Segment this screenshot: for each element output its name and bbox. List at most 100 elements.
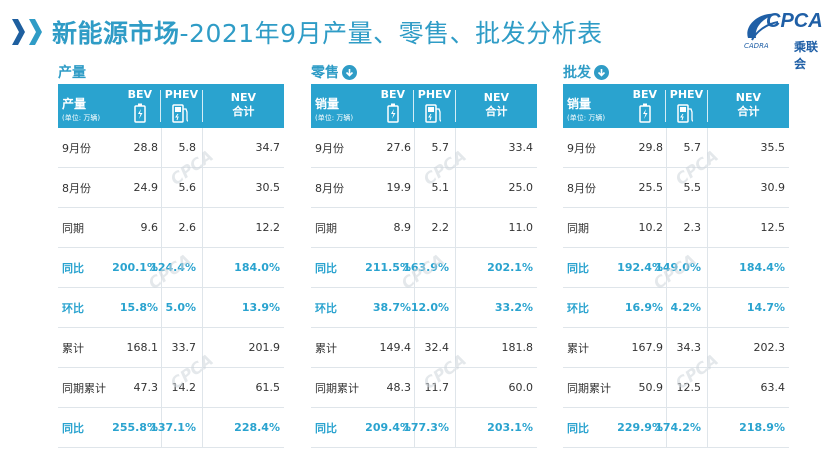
phev-value: 34.3 xyxy=(666,328,707,367)
table-row: 同比 192.4% 149.0% 184.4% xyxy=(563,248,789,288)
row-label: 9月份 xyxy=(315,141,344,155)
bev-value: 24.9 xyxy=(133,181,159,194)
header-divider xyxy=(706,90,708,122)
bev-value: 10.2 xyxy=(638,221,664,234)
nev-value: 202.1% xyxy=(455,248,537,287)
bev-value: 9.6 xyxy=(140,221,159,234)
row-label: 8月份 xyxy=(567,181,596,195)
panel-label: 批发 xyxy=(563,62,609,82)
nev-value: 60.0 xyxy=(455,368,537,407)
header-nev-line1: NEV xyxy=(483,91,509,104)
bev-value: 15.8% xyxy=(119,301,158,314)
nev-value: 218.9% xyxy=(707,408,789,447)
nev-value: 33.4 xyxy=(455,128,537,167)
row-label: 9月份 xyxy=(62,141,91,155)
logo-cn: 乘联会 xyxy=(794,40,819,71)
header-bev-label: BEV xyxy=(127,88,153,101)
battery-icon xyxy=(134,103,146,123)
table-row: 同期累计 48.3 11.7 60.0 xyxy=(311,368,537,408)
panel-label-text: 批发 xyxy=(563,65,591,81)
phev-value: 4.2% xyxy=(666,288,707,327)
table-row: 同比 200.1% 124.4% 184.0% xyxy=(58,248,284,288)
header-metric-name: 销量 xyxy=(315,97,340,111)
phev-value: 5.1 xyxy=(414,168,455,207)
header-nev-line2: 合计 xyxy=(232,105,255,118)
bev-value: 149.4 xyxy=(379,341,412,354)
phev-value: 5.5 xyxy=(666,168,707,207)
bev-value: 50.9 xyxy=(638,381,664,394)
row-label: 累计 xyxy=(62,341,84,355)
logo-small: CADRA xyxy=(744,42,769,50)
page-title: 新能源市场-2021年9月产量、零售、批发分析表 xyxy=(52,14,603,50)
bev-value: 25.5 xyxy=(638,181,664,194)
header-bev-label: BEV xyxy=(380,88,406,101)
row-label: 同比 xyxy=(567,421,589,435)
nev-value: 61.5 xyxy=(202,368,284,407)
header-metric: 产量 (单位: 万辆) xyxy=(58,84,119,128)
row-label: 同比 xyxy=(567,261,589,275)
header-metric: 销量 (单位: 万辆) xyxy=(563,84,624,128)
bev-value: 200.1% xyxy=(112,261,158,274)
header-nev-line2: 合计 xyxy=(737,105,760,118)
bev-value: 47.3 xyxy=(133,381,159,394)
row-label: 同期累计 xyxy=(567,381,611,395)
bev-value: 255.8% xyxy=(112,421,158,434)
header-phev: PHEV xyxy=(414,84,455,128)
row-label: 同比 xyxy=(315,421,337,435)
header-unit: (单位: 万辆) xyxy=(567,114,606,122)
row-label: 同比 xyxy=(62,421,84,435)
nev-value: 30.5 xyxy=(202,168,284,207)
table-row: 累计 168.1 33.7 201.9 xyxy=(58,328,284,368)
phev-value: 5.7 xyxy=(414,128,455,167)
chevron-right-icon xyxy=(12,19,25,45)
charging-pump-icon xyxy=(172,104,189,123)
header-nev-line2: 合计 xyxy=(485,105,508,118)
charging-pump-icon xyxy=(677,104,694,123)
title-bold: 新能源市场 xyxy=(52,19,180,48)
header-unit: (单位: 万辆) xyxy=(315,114,354,122)
row-label: 环比 xyxy=(567,301,589,315)
bev-value: 168.1 xyxy=(126,341,159,354)
nev-value: 63.4 xyxy=(707,368,789,407)
phev-value: 163.9% xyxy=(403,248,455,287)
table-header: 产量 (单位: 万辆) BEV PHEV NEV 合计 xyxy=(58,84,284,128)
table-row: 同比 209.4% 177.3% 203.1% xyxy=(311,408,537,448)
nev-value: 12.2 xyxy=(202,208,284,247)
phev-value: 12.0% xyxy=(411,288,455,327)
row-label: 8月份 xyxy=(315,181,344,195)
nev-value: 33.2% xyxy=(455,288,537,327)
table-row: 同期 10.2 2.3 12.5 xyxy=(563,208,789,248)
phev-value: 124.4% xyxy=(150,248,202,287)
nev-value: 202.3 xyxy=(707,328,789,367)
panel-2: 批发 销量 (单位: 万辆) BEV PHEV NEV 合计 9月份 29.8 5.7 35.5 8月… xyxy=(563,62,789,450)
row-label: 同比 xyxy=(62,261,84,275)
header-nev: NEV 合计 xyxy=(456,84,537,128)
table-row: 同比 229.9% 174.2% 218.9% xyxy=(563,408,789,448)
row-label: 累计 xyxy=(567,341,589,355)
panel-label: 产量 xyxy=(58,62,86,82)
header-nev: NEV 合计 xyxy=(203,84,284,128)
header-nev-line1: NEV xyxy=(230,91,256,104)
header-unit: (单位: 万辆) xyxy=(62,114,101,122)
row-label: 9月份 xyxy=(567,141,596,155)
row-label: 同期累计 xyxy=(62,381,106,395)
table-row: 累计 167.9 34.3 202.3 xyxy=(563,328,789,368)
table-body: 9月份 29.8 5.7 35.5 8月份 25.5 5.5 30.9 同期 10.2 2.3 12.… xyxy=(563,128,789,448)
nev-value: 34.7 xyxy=(202,128,284,167)
panel-label-text: 产量 xyxy=(58,65,86,81)
table-row: 8月份 24.9 5.6 30.5 xyxy=(58,168,284,208)
phev-value: 32.4 xyxy=(414,328,455,367)
table-body: 9月份 28.8 5.8 34.7 8月份 24.9 5.6 30.5 同期 9.6 2.6 12.2… xyxy=(58,128,284,448)
header-divider xyxy=(160,90,162,122)
table-row: 环比 16.9% 4.2% 14.7% xyxy=(563,288,789,328)
panel-1: 零售 销量 (单位: 万辆) BEV PHEV NEV 合计 9月份 27.6 5.7 33.4 8月… xyxy=(311,62,537,450)
table-row: 环比 38.7% 12.0% 33.2% xyxy=(311,288,537,328)
phev-value: 5.6 xyxy=(161,168,202,207)
table-row: 同期累计 50.9 12.5 63.4 xyxy=(563,368,789,408)
nev-value: 13.9% xyxy=(202,288,284,327)
panel-label-text: 零售 xyxy=(311,65,339,81)
bev-value: 38.7% xyxy=(372,301,411,314)
table-row: 9月份 28.8 5.8 34.7 xyxy=(58,128,284,168)
header-bev: BEV xyxy=(119,84,160,128)
header-bev-label: BEV xyxy=(632,88,658,101)
